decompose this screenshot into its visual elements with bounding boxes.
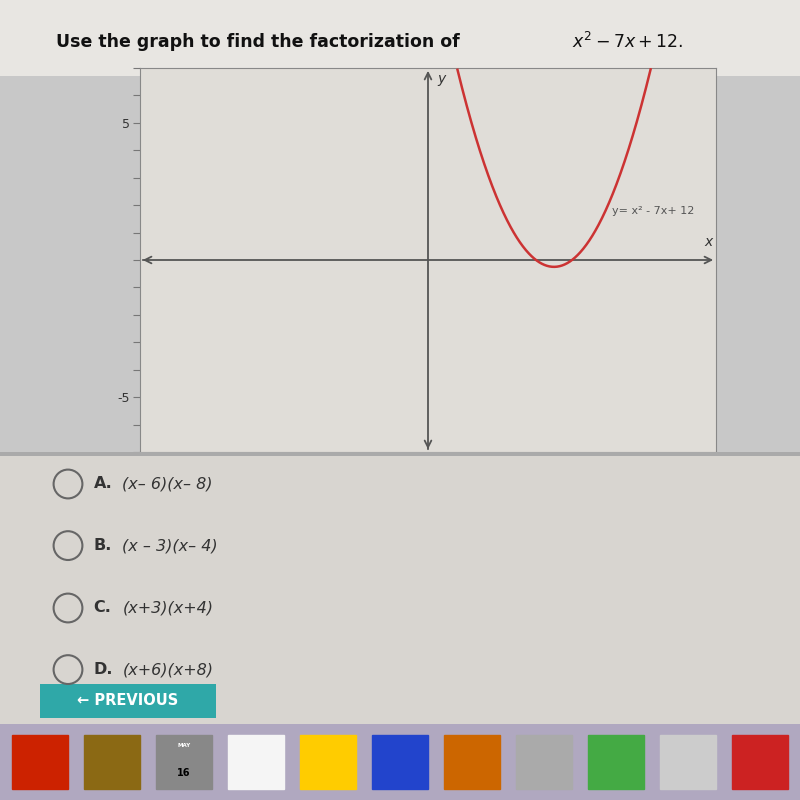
Bar [588,735,644,789]
Text: (x+3)(x+4): (x+3)(x+4) [122,601,214,615]
Bar [300,735,356,789]
Text: (x– 6)(x– 8): (x– 6)(x– 8) [122,477,213,491]
Bar [516,735,572,789]
Text: (x+6)(x+8): (x+6)(x+8) [122,662,214,677]
Text: B.: B. [94,538,112,553]
Bar [84,735,140,789]
Text: MAY: MAY [178,742,190,748]
Bar [732,735,788,789]
Bar [12,735,68,789]
Text: y: y [437,72,446,86]
Bar [372,735,428,789]
Bar [660,735,716,789]
Bar [156,735,212,789]
Text: y= x² - 7x+ 12: y= x² - 7x+ 12 [612,206,694,216]
Bar [444,735,500,789]
Text: (x – 3)(x– 4): (x – 3)(x– 4) [122,538,218,553]
Text: D.: D. [94,662,113,677]
Bar [228,735,284,789]
Text: C.: C. [94,601,111,615]
Text: 16: 16 [178,768,190,778]
Text: $x^2 - 7x + 12.$: $x^2 - 7x + 12.$ [572,32,683,52]
Text: x: x [705,235,713,249]
Text: Use the graph to find the factorization of: Use the graph to find the factorization … [56,33,466,50]
Text: ← PREVIOUS: ← PREVIOUS [78,694,178,708]
Text: A.: A. [94,477,112,491]
